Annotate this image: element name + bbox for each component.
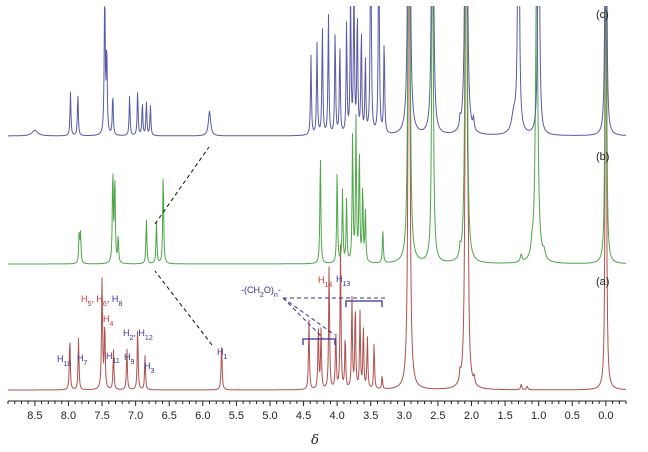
trace-c (8, 6, 626, 137)
peak-label-h11: H11 (106, 351, 120, 365)
x-tick-label: 0.0 (598, 410, 613, 422)
x-tick-label: 5.5 (229, 410, 244, 422)
x-tick-label: 6.5 (162, 410, 177, 422)
x-tick-label: 2.5 (430, 410, 445, 422)
x-tick-label: 1.0 (531, 410, 546, 422)
x-tick-label: 3.0 (397, 410, 412, 422)
trace-a (8, 6, 626, 391)
ch2o-bracket-right (345, 300, 383, 307)
peak-label-h3: H3 (144, 361, 155, 375)
x-tick-label: 8.0 (61, 410, 76, 422)
x-tick-label: 4.5 (296, 410, 311, 422)
peak-label-h13: H13 (336, 274, 350, 288)
trace-b (8, 6, 626, 265)
ch2o-guide-2 (282, 297, 324, 339)
correlation-line-upper (154, 146, 210, 225)
x-tick-label: 7.5 (94, 410, 109, 422)
x-tick-label: 8.5 (27, 410, 42, 422)
peak-label-h2h12: H2, H12 (123, 328, 153, 342)
peak-label-h5h6h8: H5, H6, H8 (81, 294, 122, 308)
correlation-line-lower (154, 270, 213, 346)
ch2o-guide-1 (282, 297, 336, 336)
panel-label-a: (a) (596, 276, 609, 288)
panel-label-b: (b) (596, 151, 609, 163)
peak-label-h7: H7 (77, 353, 88, 367)
ch2o-bracket-left (302, 338, 336, 345)
x-tick-label: 0.5 (565, 410, 580, 422)
x-tick-label: 6.0 (195, 410, 210, 422)
x-tick-label: 7.0 (128, 410, 143, 422)
peak-label-h4: H4 (103, 314, 114, 328)
x-tick-label: 2.0 (464, 410, 479, 422)
peak-label-h14: H14 (318, 275, 332, 289)
peak-label-h9: H9 (124, 352, 135, 366)
x-axis-title: δ (311, 433, 319, 448)
x-tick-label: 5.0 (262, 410, 277, 422)
x-tick-label: 3.5 (363, 410, 378, 422)
panel-label-c: (c) (596, 9, 609, 21)
peak-label-h1: H1 (217, 347, 228, 361)
peak-label-ch2o: -(CH2O)n- (241, 285, 281, 299)
peak-label-h10: H10 (57, 354, 71, 368)
x-tick-label: 1.5 (497, 410, 512, 422)
x-tick-label: 4.0 (330, 410, 345, 422)
